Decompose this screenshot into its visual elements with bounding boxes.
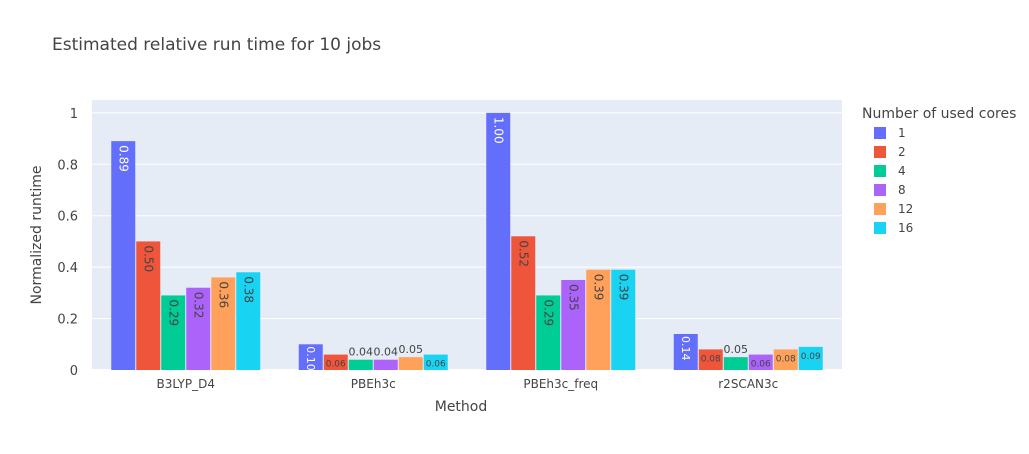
bar [211, 277, 236, 370]
legend-label: 1 [898, 126, 906, 140]
bar-value-label: 0.36 [216, 281, 230, 308]
legend-swatch [874, 127, 886, 139]
legend-swatch [874, 203, 886, 215]
legend-item[interactable]: 16 [874, 221, 913, 235]
legend-title: Number of used cores [862, 106, 1016, 122]
bar [348, 359, 373, 370]
legend-label: 16 [898, 221, 913, 235]
bar [186, 287, 211, 370]
bar [323, 354, 348, 370]
bar-value-label: 0.08 [701, 354, 721, 364]
bar-value-label: 0.06 [426, 360, 446, 370]
bar [561, 280, 586, 370]
legend-swatch [874, 146, 886, 158]
bar-value-label: 0.06 [751, 360, 771, 370]
bar [486, 112, 511, 370]
chart-title: Estimated relative run time for 10 jobs [52, 35, 381, 55]
bar-value-label: 0.38 [241, 276, 255, 303]
legend-swatch [874, 222, 886, 234]
legend-item[interactable]: 1 [874, 126, 906, 140]
bar [236, 272, 261, 370]
bar [586, 269, 611, 370]
x-tick-label: B3LYP_D4 [157, 377, 215, 391]
bar [536, 295, 561, 370]
bar-value-label: 0.05 [724, 343, 749, 356]
bar [511, 236, 536, 370]
x-tick-label: PBEh3c [351, 377, 396, 391]
x-axis-label: Method [435, 399, 488, 415]
bar-value-label: 0.08 [776, 354, 796, 364]
bar [298, 344, 323, 370]
bars [111, 112, 823, 370]
bar-value-label: 0.29 [166, 299, 180, 326]
bar [373, 359, 398, 370]
legend-label: 2 [898, 145, 906, 159]
bar [398, 357, 423, 370]
bar [748, 354, 773, 370]
legend-swatch [874, 165, 886, 177]
bar-value-label: 0.52 [516, 240, 530, 267]
bar-value-label: 0.39 [591, 274, 605, 301]
bar-value-label: 0.10 [304, 346, 317, 371]
y-tick-label: 0.8 [57, 158, 78, 173]
bar-value-label: 0.06 [326, 360, 346, 370]
bar [161, 295, 186, 370]
bar-value-label: 0.14 [679, 336, 692, 361]
bar-value-label: 0.09 [801, 352, 821, 362]
bar-value-label: 0.35 [566, 284, 580, 311]
legend-item[interactable]: 8 [874, 183, 906, 197]
legend-label: 4 [898, 164, 906, 178]
bar-labels: 0.890.500.29 0.32 0.36 0.380.10 0.060.04 0.04… [116, 117, 821, 371]
bar [423, 354, 448, 370]
bar [798, 346, 823, 370]
bar [698, 349, 723, 370]
bar [673, 334, 698, 370]
legend-item[interactable]: 12 [874, 202, 913, 216]
bar [111, 141, 136, 370]
legend-swatch [874, 184, 886, 196]
y-tick-label: 0.6 [57, 210, 78, 225]
bar-value-label: 0.39 [616, 274, 630, 301]
bar-value-label: 0.29 [541, 299, 555, 326]
legend-item[interactable]: 2 [874, 145, 906, 159]
x-axis-ticks: B3LYP_D4 PBEh3c PBEh3c_freq r2SCAN3c [157, 377, 779, 391]
y-axis-label: Normalized runtime [29, 166, 45, 305]
bar-value-label: 0.32 [191, 292, 205, 319]
bar-value-label: 0.50 [141, 245, 155, 272]
bar-value-label: 0.04 [349, 346, 374, 359]
bar-value-label: 0.89 [116, 145, 130, 172]
bar [723, 357, 748, 370]
bar [611, 269, 636, 370]
y-tick-label: 1 [70, 107, 78, 122]
y-tick-label: 0 [70, 364, 78, 379]
bar-value-label: 1.00 [491, 117, 505, 144]
x-tick-label: PBEh3c_freq [523, 377, 598, 391]
bar-value-label: 0.04 [374, 346, 399, 359]
x-tick-label: r2SCAN3c [718, 377, 778, 391]
y-tick-label: 0.4 [57, 261, 78, 276]
y-axis-ticks: 0 0.2 0.4 0.6 0.8 1 [57, 107, 78, 379]
bar [773, 349, 798, 370]
bar-value-label: 0.05 [399, 343, 424, 356]
bar [136, 241, 161, 370]
legend-label: 8 [898, 183, 906, 197]
legend-label: 12 [898, 202, 913, 216]
y-tick-label: 0.2 [57, 313, 78, 328]
legend-item[interactable]: 4 [874, 164, 906, 178]
